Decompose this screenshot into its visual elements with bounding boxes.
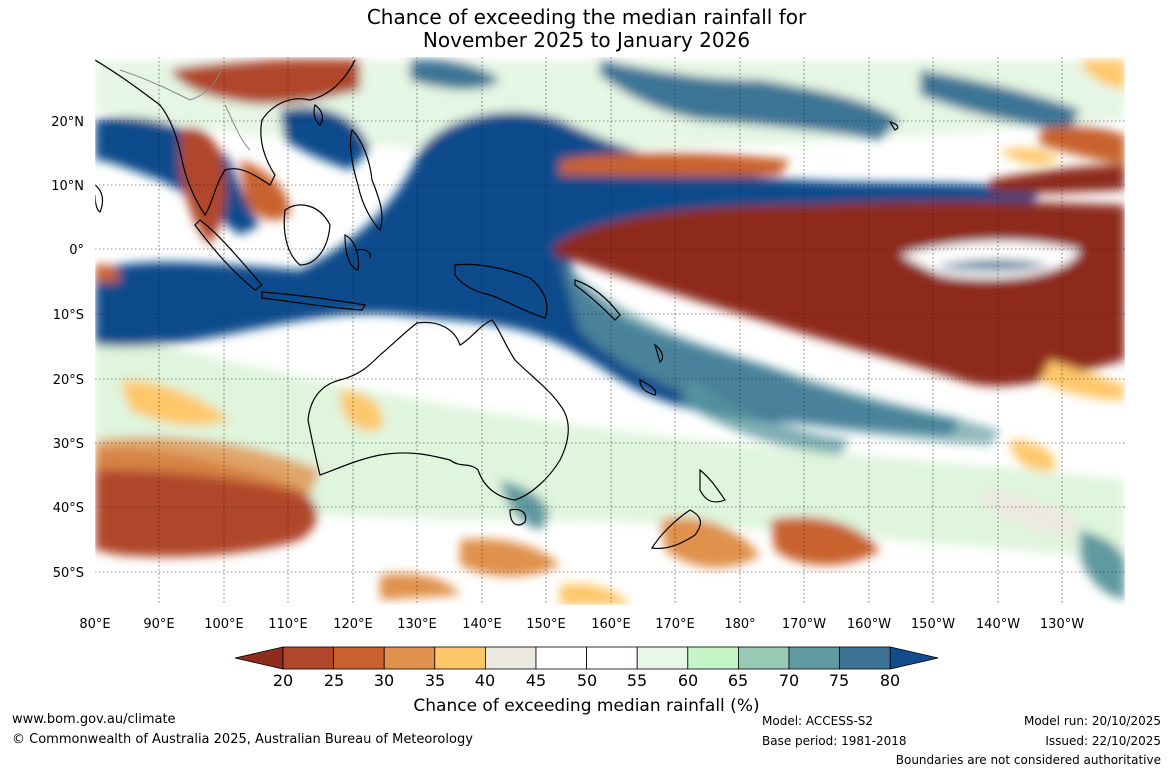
colorbar xyxy=(234,646,939,670)
lon-label: 90°E xyxy=(143,617,174,632)
colorbar-tick-label: 55 xyxy=(627,671,647,690)
colorbar-swatch xyxy=(333,646,385,670)
new-zealand-outline xyxy=(651,468,726,550)
lon-label: 130°E xyxy=(397,617,437,632)
java-outline xyxy=(261,291,366,311)
colorbar-swatch xyxy=(636,646,689,670)
boundaries-disclaimer: Boundaries are not considered authoritat… xyxy=(895,753,1161,767)
lat-label: 20°N xyxy=(51,115,84,130)
philippines-outline xyxy=(349,128,383,232)
colorbar-tick-label: 70 xyxy=(779,671,799,690)
lon-label: 180° xyxy=(724,617,755,632)
lat-label: 50°S xyxy=(53,566,84,581)
latitude-labels: 20°N 10°N 0° 10°S 20°S 30°S 40°S 50°S xyxy=(51,115,84,581)
sulawesi-outline xyxy=(344,234,371,271)
country-borders xyxy=(119,69,251,151)
colorbar-tick-label: 80 xyxy=(880,671,900,690)
colorbar-tick-label: 60 xyxy=(678,671,698,690)
new-guinea-outline xyxy=(454,263,548,319)
lon-label: 120°E xyxy=(333,617,373,632)
colorbar-tick-label: 45 xyxy=(526,671,546,690)
lon-label: 110°E xyxy=(268,617,308,632)
colorbar-tick-label: 25 xyxy=(324,671,344,690)
colorbar-swatch xyxy=(586,646,638,670)
website-link[interactable]: www.bom.gov.au/climate xyxy=(12,712,176,727)
lat-label: 30°S xyxy=(53,437,84,452)
copyright-text: © Commonwealth of Australia 2025, Austra… xyxy=(12,732,473,747)
coastlines xyxy=(95,59,899,550)
longitude-labels: 80°E 90°E 100°E 110°E 120°E 130°E 140°E … xyxy=(79,617,1084,632)
colorbar-swatch xyxy=(484,646,537,670)
lon-label: 160°W xyxy=(847,617,891,632)
lat-label: 10°N xyxy=(51,179,84,194)
colorbar-swatch xyxy=(788,646,840,670)
colorbar-tick-label: 20 xyxy=(273,671,293,690)
tasmania-outline xyxy=(509,508,527,526)
colorbar-title: Chance of exceeding median rainfall (%) xyxy=(413,696,760,716)
colorbar-swatch xyxy=(535,646,587,670)
colorbar-tick-label: 50 xyxy=(577,671,597,690)
map-title-line1: Chance of exceeding the median rainfall … xyxy=(366,5,807,29)
lat-label: 10°S xyxy=(53,308,84,323)
colorbar-extend-high xyxy=(889,646,939,670)
lon-label: 170°E xyxy=(655,617,695,632)
colorbar-swatch xyxy=(687,646,739,670)
base-period: Base period: 1981-2018 xyxy=(762,734,907,748)
issued-date: Issued: 22/10/2025 xyxy=(1045,734,1161,748)
colorbar-tick-labels: 20 25 30 35 40 45 50 55 60 65 70 75 80 xyxy=(273,671,900,690)
model-name: Model: ACCESS-S2 xyxy=(762,714,874,728)
lon-label: 80°E xyxy=(79,617,110,632)
lat-label: 0° xyxy=(69,243,84,258)
lon-label: 150°E xyxy=(526,617,566,632)
rainfall-field xyxy=(95,57,1125,605)
colorbar-swatch xyxy=(282,646,334,670)
asia-coast-outline xyxy=(95,59,356,217)
borneo-outline xyxy=(283,204,331,266)
colorbar-extend-low xyxy=(234,646,284,670)
lon-label: 140°E xyxy=(462,617,502,632)
map-title-line2: November 2025 to January 2026 xyxy=(422,28,751,52)
australia-outline xyxy=(307,319,569,501)
model-run-date: Model run: 20/10/2025 xyxy=(1023,714,1161,728)
colorbar-tick-label: 30 xyxy=(374,671,394,690)
lon-label: 140°W xyxy=(976,617,1020,632)
lon-label: 100°E xyxy=(204,617,244,632)
lon-label: 130°W xyxy=(1040,617,1084,632)
colorbar-swatch xyxy=(839,646,891,670)
lat-label: 20°S xyxy=(53,373,84,388)
colorbar-swatch xyxy=(434,646,486,670)
colorbar-tick-label: 65 xyxy=(728,671,748,690)
colorbar-tick-label: 35 xyxy=(425,671,445,690)
lat-label: 40°S xyxy=(53,501,84,516)
colorbar-tick-label: 75 xyxy=(829,671,849,690)
graticule xyxy=(95,57,1125,605)
lon-label: 170°W xyxy=(782,617,826,632)
colorbar-swatch xyxy=(383,646,436,670)
lon-label: 160°E xyxy=(591,617,631,632)
lon-label: 150°W xyxy=(911,617,955,632)
colorbar-swatch xyxy=(738,646,790,670)
japan-taiwan-outline xyxy=(313,104,324,126)
sumatra-outline xyxy=(194,219,263,291)
colorbar-tick-label: 40 xyxy=(475,671,495,690)
